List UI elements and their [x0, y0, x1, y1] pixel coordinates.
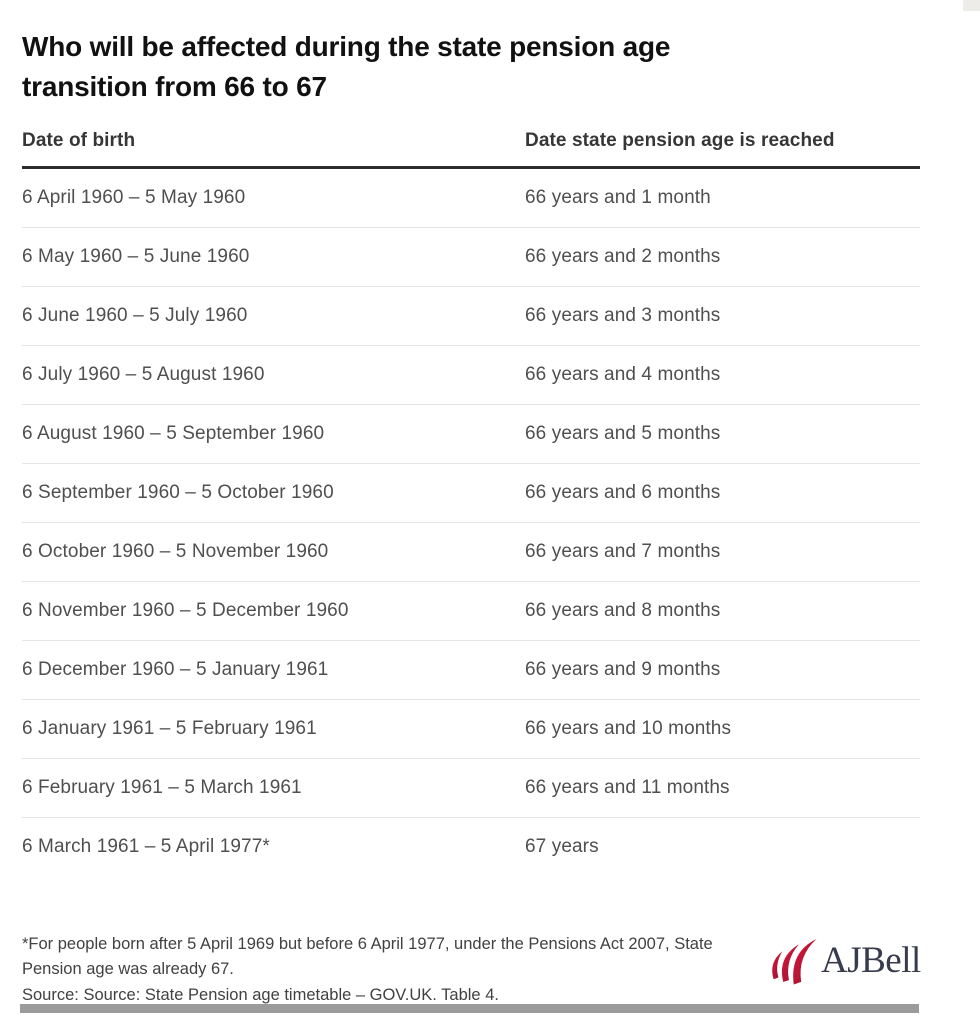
date-of-birth-cell: 6 July 1960 – 5 August 1960: [22, 364, 265, 385]
date-of-birth-cell: 6 November 1960 – 5 December 1960: [22, 600, 349, 621]
date-of-birth-cell: 6 December 1960 – 5 January 1961: [22, 659, 329, 680]
pension-age-cell: 66 years and 8 months: [525, 600, 721, 621]
pension-age-cell: 66 years and 11 months: [525, 777, 730, 798]
pension-age-cell: 67 years: [525, 836, 599, 857]
pension-age-cell: 66 years and 4 months: [525, 364, 721, 385]
ajbell-logo-text: AJBell: [821, 940, 921, 981]
date-of-birth-cell: 6 August 1960 – 5 September 1960: [22, 423, 325, 444]
pension-age-cell: 66 years and 6 months: [525, 482, 721, 503]
pension-age-table: Date of birth Date state pension age is …: [22, 130, 920, 876]
ajbell-logo: AJBell: [764, 933, 921, 992]
date-of-birth-cell: 6 May 1960 – 5 June 1960: [22, 246, 250, 267]
table-row: 6 December 1960 – 5 January 1961 66 year…: [22, 641, 920, 700]
table-row: 6 October 1960 – 5 November 1960 66 year…: [22, 523, 920, 582]
column-header-pension-age-reached: Date state pension age is reached: [525, 130, 835, 151]
table-body: 6 April 1960 – 5 May 1960 66 years and 1…: [22, 169, 920, 876]
column-header-date-of-birth: Date of birth: [22, 130, 136, 151]
table-row: 6 February 1961 – 5 March 1961 66 years …: [22, 759, 920, 818]
table-row: 6 September 1960 – 5 October 1960 66 yea…: [22, 464, 920, 523]
pension-age-cell: 66 years and 9 months: [525, 659, 721, 680]
table-row: 6 May 1960 – 5 June 1960 66 years and 2 …: [22, 228, 920, 287]
table-row: 6 November 1960 – 5 December 1960 66 yea…: [22, 582, 920, 641]
table-row: 6 August 1960 – 5 September 1960 66 year…: [22, 405, 920, 464]
page-title: Who will be affected during the state pe…: [22, 27, 922, 107]
date-of-birth-cell: 6 March 1961 – 5 April 1977*: [22, 836, 270, 857]
date-of-birth-cell: 6 February 1961 – 5 March 1961: [22, 777, 302, 798]
date-of-birth-cell: 6 April 1960 – 5 May 1960: [22, 187, 246, 208]
table-row: 6 June 1960 – 5 July 1960 66 years and 3…: [22, 287, 920, 346]
table-row: 6 January 1961 – 5 February 1961 66 year…: [22, 700, 920, 759]
footnote-text: *For people born after 5 April 1969 but …: [22, 934, 713, 978]
bottom-divider-bar: [20, 1004, 919, 1013]
pension-age-cell: 66 years and 3 months: [525, 305, 721, 326]
date-of-birth-cell: 6 June 1960 – 5 July 1960: [22, 305, 248, 326]
screen-corner-artifact: [963, 0, 980, 11]
table-header-row: Date of birth Date state pension age is …: [22, 130, 920, 169]
date-of-birth-cell: 6 October 1960 – 5 November 1960: [22, 541, 329, 562]
pension-age-cell: 66 years and 5 months: [525, 423, 721, 444]
pension-age-cell: 66 years and 10 months: [525, 718, 732, 739]
source-text: Source: Source: State Pension age timeta…: [22, 985, 499, 1004]
pension-age-cell: 66 years and 7 months: [525, 541, 721, 562]
date-of-birth-cell: 6 September 1960 – 5 October 1960: [22, 482, 334, 503]
pension-age-cell: 66 years and 2 months: [525, 246, 721, 267]
page-title-line2: transition from 66 to 67: [22, 70, 327, 102]
pension-age-cell: 66 years and 1 month: [525, 187, 711, 208]
table-row: 6 April 1960 – 5 May 1960 66 years and 1…: [22, 169, 920, 228]
ajbell-swoosh-icon: [764, 933, 820, 992]
page-title-line1: Who will be affected during the state pe…: [22, 30, 671, 62]
table-row: 6 July 1960 – 5 August 1960 66 years and…: [22, 346, 920, 405]
date-of-birth-cell: 6 January 1961 – 5 February 1961: [22, 718, 317, 739]
table-row: 6 March 1961 – 5 April 1977* 67 years: [22, 818, 920, 876]
